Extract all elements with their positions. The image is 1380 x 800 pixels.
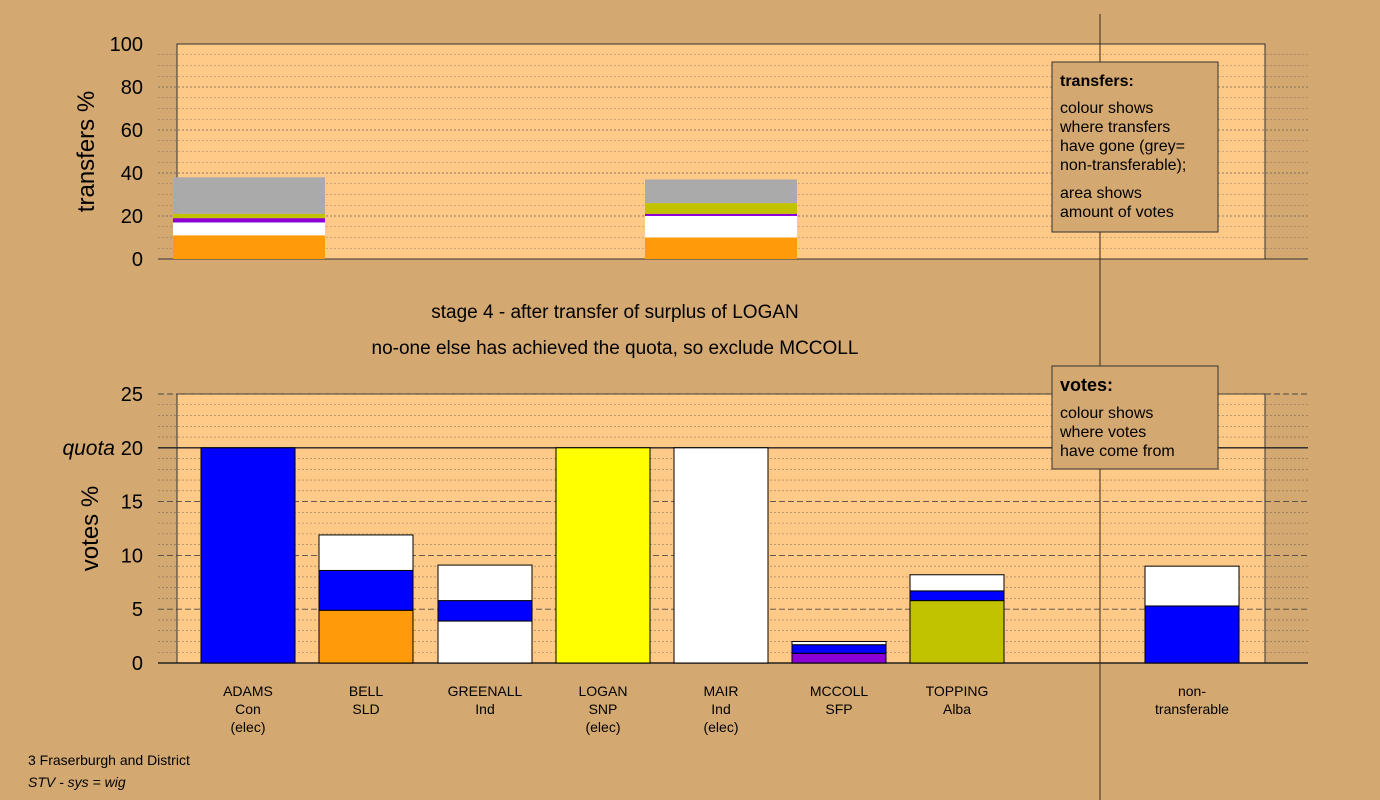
quota-caption: no-one else has achieved the quota, so e… [372,338,859,359]
votes-bar-segment [555,447,651,664]
candidate-label: transferable [1155,701,1229,717]
votes-bar-segment [318,569,414,611]
votes-legend-title: votes: [1060,375,1113,395]
transfers-y-tick-label: 60 [121,120,143,142]
candidate-label: SFP [825,701,852,717]
candidate-label: LOGAN [578,683,627,699]
transfers-bar-segment [645,216,797,238]
votes-y-tick-label: 5 [132,599,143,621]
candidate-label: (elec) [703,719,738,735]
candidate-label: ADAMS [223,683,273,699]
votes-bar-segment [909,600,1005,664]
transfers-legend-text: colour shows [1060,100,1153,117]
candidate-label: Alba [943,701,971,717]
transfers-bar-segment [645,179,797,204]
transfers-bar-segment [173,222,325,236]
votes-bar-segment [791,652,887,664]
transfers-legend-text: have gone (grey= [1060,138,1185,155]
footer-district: 3 Fraserburgh and District [28,752,190,768]
votes-y-axis-label: votes % [77,486,104,571]
votes-legend-box [1051,365,1219,470]
candidate-label: Ind [475,701,494,717]
transfers-legend-text: area shows [1060,185,1142,202]
votes-bar-segment [437,600,533,622]
transfers-legend-title: transfers: [1060,73,1134,90]
votes-bar-segment [318,609,414,664]
transfers-legend-box [1051,61,1219,233]
candidate-label: BELL [349,683,383,699]
votes-bar-segment [1144,605,1240,664]
votes-y-tick-label: 20 [121,438,143,460]
transfers-legend-text: non-transferable); [1060,157,1186,174]
votes-bar-segment [673,447,769,664]
candidate-label: (elec) [585,719,620,735]
votes-legend-text: have come from [1060,443,1175,460]
candidate-label: MCCOLL [810,683,869,699]
footer-system: STV - sys = wig [28,774,126,790]
votes-bar-segment [1144,565,1240,607]
candidate-label: non- [1178,683,1206,699]
candidate-label: GREENALL [448,683,523,699]
votes-y-tick-label: 25 [121,384,143,406]
votes-bar-segment [437,564,533,602]
votes-y-tick-label: 15 [121,492,143,514]
transfers-y-tick-label: 20 [121,206,143,228]
votes-bar-segment [909,590,1005,602]
transfers-y-tick-label: 0 [132,249,143,271]
quota-label: quota [62,437,115,460]
votes-legend-text: where votes [1059,424,1146,441]
votes-bar-segment [791,644,887,654]
transfers-y-tick-label: 40 [121,163,143,185]
votes-bar-segment [200,447,296,664]
transfers-bar-segment [645,237,797,259]
stage-caption: stage 4 - after transfer of surplus of L… [431,302,799,323]
candidate-label: Ind [711,701,730,717]
votes-bar-segment [791,640,887,646]
candidate-label: Con [235,701,261,717]
transfers-bar-segment [173,218,325,223]
votes-y-tick-label: 0 [132,653,143,675]
transfers-bar-segment [645,213,797,216]
candidate-label: TOPPING [926,683,989,699]
candidate-label: SLD [352,701,379,717]
transfers-bar-segment [173,235,325,259]
candidate-label: (elec) [230,719,265,735]
transfers-y-tick-label: 100 [110,34,143,56]
candidate-label: SNP [589,701,618,717]
transfers-legend-text: amount of votes [1060,204,1174,221]
transfers-bar-segment [173,177,325,214]
votes-bar-segment [437,620,533,664]
votes-bar-segment [318,534,414,571]
transfers-bar-segment [645,203,797,214]
transfers-bar-segment [173,213,325,219]
candidate-label: MAIR [704,683,739,699]
votes-legend-text: colour shows [1060,405,1153,422]
votes-y-tick-label: 10 [121,545,143,567]
transfers-legend-text: where transfers [1059,119,1170,136]
votes-bar-segment [909,574,1005,592]
transfers-y-tick-label: 80 [121,77,143,99]
transfers-y-axis-label: transfers % [73,91,100,212]
